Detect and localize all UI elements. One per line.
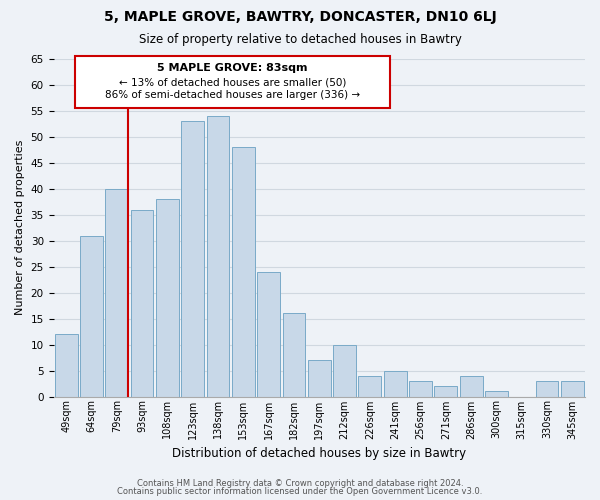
Y-axis label: Number of detached properties: Number of detached properties bbox=[15, 140, 25, 316]
Bar bbox=[561, 381, 584, 396]
Bar bbox=[80, 236, 103, 396]
FancyBboxPatch shape bbox=[75, 56, 390, 108]
Text: ← 13% of detached houses are smaller (50): ← 13% of detached houses are smaller (50… bbox=[119, 77, 346, 87]
Bar bbox=[358, 376, 381, 396]
Bar bbox=[156, 199, 179, 396]
Bar bbox=[283, 314, 305, 396]
Bar bbox=[106, 189, 128, 396]
Bar bbox=[181, 122, 204, 396]
Bar bbox=[55, 334, 77, 396]
Bar bbox=[536, 381, 559, 396]
Bar bbox=[409, 381, 432, 396]
Bar bbox=[206, 116, 229, 396]
Text: Size of property relative to detached houses in Bawtry: Size of property relative to detached ho… bbox=[139, 32, 461, 46]
Text: Contains public sector information licensed under the Open Government Licence v3: Contains public sector information licen… bbox=[118, 487, 482, 496]
X-axis label: Distribution of detached houses by size in Bawtry: Distribution of detached houses by size … bbox=[172, 447, 466, 460]
Bar bbox=[434, 386, 457, 396]
Text: Contains HM Land Registry data © Crown copyright and database right 2024.: Contains HM Land Registry data © Crown c… bbox=[137, 478, 463, 488]
Bar bbox=[460, 376, 482, 396]
Bar bbox=[131, 210, 154, 396]
Text: 5 MAPLE GROVE: 83sqm: 5 MAPLE GROVE: 83sqm bbox=[157, 62, 308, 72]
Bar bbox=[308, 360, 331, 397]
Bar bbox=[333, 344, 356, 397]
Bar bbox=[485, 392, 508, 396]
Bar bbox=[232, 148, 255, 396]
Text: 86% of semi-detached houses are larger (336) →: 86% of semi-detached houses are larger (… bbox=[105, 90, 360, 100]
Bar bbox=[384, 370, 407, 396]
Bar bbox=[257, 272, 280, 396]
Text: 5, MAPLE GROVE, BAWTRY, DONCASTER, DN10 6LJ: 5, MAPLE GROVE, BAWTRY, DONCASTER, DN10 … bbox=[104, 10, 496, 24]
